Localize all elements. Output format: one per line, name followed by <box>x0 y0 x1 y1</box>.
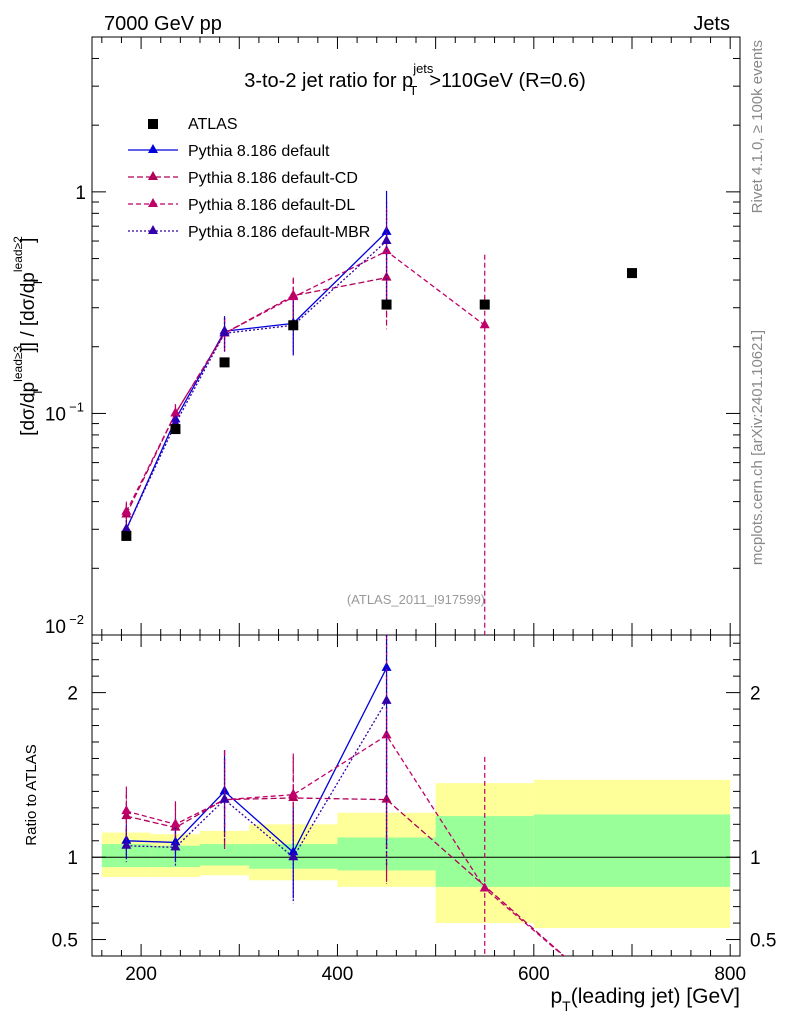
legend-label-dl: Pythia 8.186 default-DL <box>188 197 355 214</box>
main-y-tick-label: 10 <box>45 617 66 638</box>
atlas-data-point <box>288 320 299 331</box>
stat-uncertainty-band <box>200 844 250 866</box>
legend-marker-default <box>148 144 158 153</box>
ratio-y-tick-label: 2 <box>67 684 78 705</box>
legend-marker-mbr <box>148 225 158 234</box>
energy-label: 7000 GeV pp <box>104 13 222 35</box>
main-series-1 <box>121 247 392 527</box>
ratio-point-marker <box>381 661 392 671</box>
ratio-y-axis-label: Ratio to ATLAS <box>23 744 40 845</box>
x-tick-label: 400 <box>322 964 354 985</box>
x-tick-label: 600 <box>518 964 550 985</box>
main-point-marker <box>381 235 392 245</box>
ratio-point-marker <box>170 818 181 828</box>
atlas-data-point <box>479 299 490 310</box>
legend-label-mbr: Pythia 8.186 default-MBR <box>188 224 370 241</box>
main-point-marker <box>381 245 392 255</box>
main-series-layer <box>121 190 637 635</box>
chart-title: 3-to-2 jet ratio for pjets T >110GeV (R=0.… <box>244 61 586 98</box>
ratio-y-tick-label-right: 2 <box>750 684 761 705</box>
main-point-marker <box>219 327 230 337</box>
x-tick-label: 800 <box>714 964 746 985</box>
atlas-data-point <box>381 299 392 310</box>
legend-marker-dl <box>148 198 158 207</box>
stat-uncertainty-band <box>435 816 534 887</box>
main-series-line <box>125 240 387 530</box>
atlas-data-point <box>121 530 132 541</box>
atlas-data-point <box>627 268 637 279</box>
legend-label-default: Pythia 8.186 default <box>188 143 330 160</box>
ratio-point-marker <box>288 851 299 861</box>
main-point-marker <box>170 407 181 417</box>
ratio-point-marker <box>381 694 392 704</box>
main-series-line <box>125 277 387 515</box>
ratio-point-marker <box>288 788 299 798</box>
ratio-series-3 <box>121 635 392 904</box>
x-tick-label: 200 <box>125 964 157 985</box>
ratio-y-tick-label: 1 <box>67 848 78 869</box>
ratio-point-marker <box>121 805 132 815</box>
main-y-tick-exponent: −2 <box>69 612 84 627</box>
legend-label-cd: Pythia 8.186 default-CD <box>188 170 358 187</box>
ratio-y-tick-label: 0.5 <box>52 931 78 952</box>
atlas-data-point <box>219 357 230 368</box>
legend-label-atlas: ATLAS <box>188 116 238 133</box>
analysis-tag: (ATLAS_2011_I917599) <box>347 592 485 607</box>
atlas-data-series <box>121 268 637 541</box>
rivet-label: Rivet 4.1.0, ≥ 100k events <box>749 40 766 213</box>
main-series-3 <box>121 202 392 540</box>
ratio-point-marker <box>121 839 132 849</box>
ratio-point-marker <box>381 729 392 739</box>
ratio-uncertainty-bands <box>92 779 740 929</box>
atlas-data-point <box>170 424 181 435</box>
legend-marker-cd <box>148 171 158 180</box>
main-point-marker <box>121 523 132 533</box>
ratio-point-marker <box>479 882 490 892</box>
category-label: Jets <box>693 13 730 35</box>
main-series-line <box>125 250 486 513</box>
main-point-marker <box>288 291 299 301</box>
legend: ATLAS Pythia 8.186 default Pythia 8.186 … <box>128 116 370 241</box>
main-point-marker <box>121 505 132 515</box>
mcplots-label: mcplots.cern.ch [arXiv:2401.10621] <box>749 330 766 565</box>
main-y-tick-label: 10 <box>45 404 66 425</box>
x-axis-label: pT(leading jet) [GeV] <box>550 985 740 1014</box>
ratio-y-tick-label-right: 0.5 <box>750 931 776 952</box>
main-y-tick-exponent: −1 <box>69 399 84 414</box>
ratio-y-tick-label-right: 1 <box>750 848 761 869</box>
ratio-point-marker <box>219 793 230 803</box>
ratio-series-layer <box>121 635 566 956</box>
main-point-marker <box>479 319 490 329</box>
ratio-point-marker <box>170 841 181 851</box>
main-y-tick-label: 1 <box>75 183 86 204</box>
main-series-0 <box>121 190 392 540</box>
main-y-axis-label: [dσ/dplead≥3T]] / [dσ/dplead≥2T] <box>11 236 45 436</box>
legend-marker-atlas <box>148 119 158 129</box>
stat-uncertainty-band <box>533 814 731 887</box>
